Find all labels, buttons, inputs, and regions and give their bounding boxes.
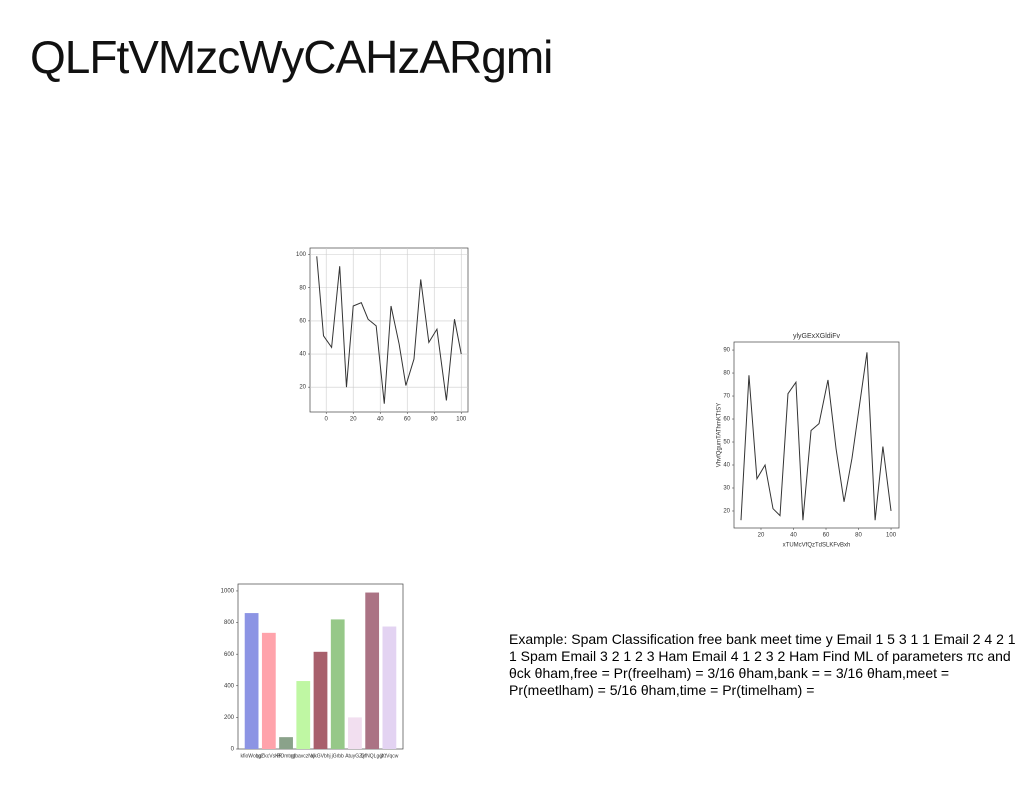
- x-tick-label: 40: [377, 417, 384, 423]
- x-tick-label: 40: [790, 533, 797, 539]
- line: [740, 352, 892, 521]
- x-tick-label: 80: [431, 417, 438, 423]
- y-tick-label: 600: [224, 652, 235, 658]
- y-tick-label: 20: [723, 509, 730, 515]
- x-axis-label: xTUMcVfQzTdSLKFvBxh: [783, 543, 851, 549]
- x-tick-label: jXtVqcw: [379, 753, 398, 759]
- bar: [313, 651, 328, 749]
- line: [316, 256, 462, 404]
- x-tick-label: 100: [886, 533, 897, 539]
- y-tick-label: 200: [224, 715, 235, 721]
- y-tick-label: 60: [299, 318, 306, 324]
- x-tick-label: 0: [325, 417, 329, 423]
- y-tick-label: 1000: [221, 589, 235, 595]
- x-tick-label: 60: [823, 533, 830, 539]
- x-tick-label: 80: [855, 533, 862, 539]
- y-tick-label: 90: [723, 348, 730, 354]
- y-axis-label: VhvfQgumTAThmKTtSY: [717, 403, 723, 467]
- y-tick-label: 40: [299, 352, 306, 358]
- bar: [279, 737, 293, 749]
- y-tick-label: 70: [723, 394, 730, 400]
- plot-frame: [733, 341, 900, 529]
- slide-title: QLFtVMzcWyCAHzARgmi: [30, 31, 553, 83]
- bar: [365, 592, 380, 749]
- y-tick-label: 50: [723, 440, 730, 446]
- x-tick-label: ajkGVbhj: [310, 753, 330, 759]
- bar: [382, 626, 397, 749]
- x-tick-label: jGrbb: [331, 753, 344, 759]
- x-tick-label: QfNQLgqt: [361, 753, 384, 759]
- y-tick-label: 100: [296, 252, 307, 258]
- y-tick-label: 800: [224, 620, 235, 626]
- y-tick-label: 20: [299, 385, 306, 391]
- y-tick-label: 400: [224, 683, 235, 689]
- x-tick-label: gIbavczNcl: [291, 753, 315, 759]
- y-tick-label: 40: [723, 463, 730, 469]
- x-tick-label: hgZkcVsKR: [256, 753, 283, 759]
- x-tick-label: kfioWoqgt: [241, 753, 264, 759]
- x-tick-label: ROmtog: [277, 753, 296, 759]
- bar: [348, 717, 362, 749]
- x-tick-label: 20: [350, 417, 357, 423]
- x-tick-label: 60: [404, 417, 411, 423]
- bar: [330, 619, 345, 749]
- body-text: Example: Spam Classification free bank m…: [509, 631, 1016, 698]
- y-tick-label: 30: [723, 486, 730, 492]
- plot-frame: [309, 247, 469, 413]
- bar: [244, 613, 259, 749]
- bar: [261, 632, 276, 749]
- chart-title: ylyGExXGldiFv: [793, 333, 841, 340]
- bar: [296, 681, 311, 749]
- x-tick-label: 100: [456, 417, 467, 423]
- y-tick-label: 80: [299, 285, 306, 291]
- x-tick-label: 20: [758, 533, 765, 539]
- y-tick-label: 80: [723, 371, 730, 377]
- x-tick-label: AtuyGZx: [345, 753, 365, 759]
- y-tick-label: 60: [723, 417, 730, 423]
- y-tick-label: 0: [231, 747, 235, 753]
